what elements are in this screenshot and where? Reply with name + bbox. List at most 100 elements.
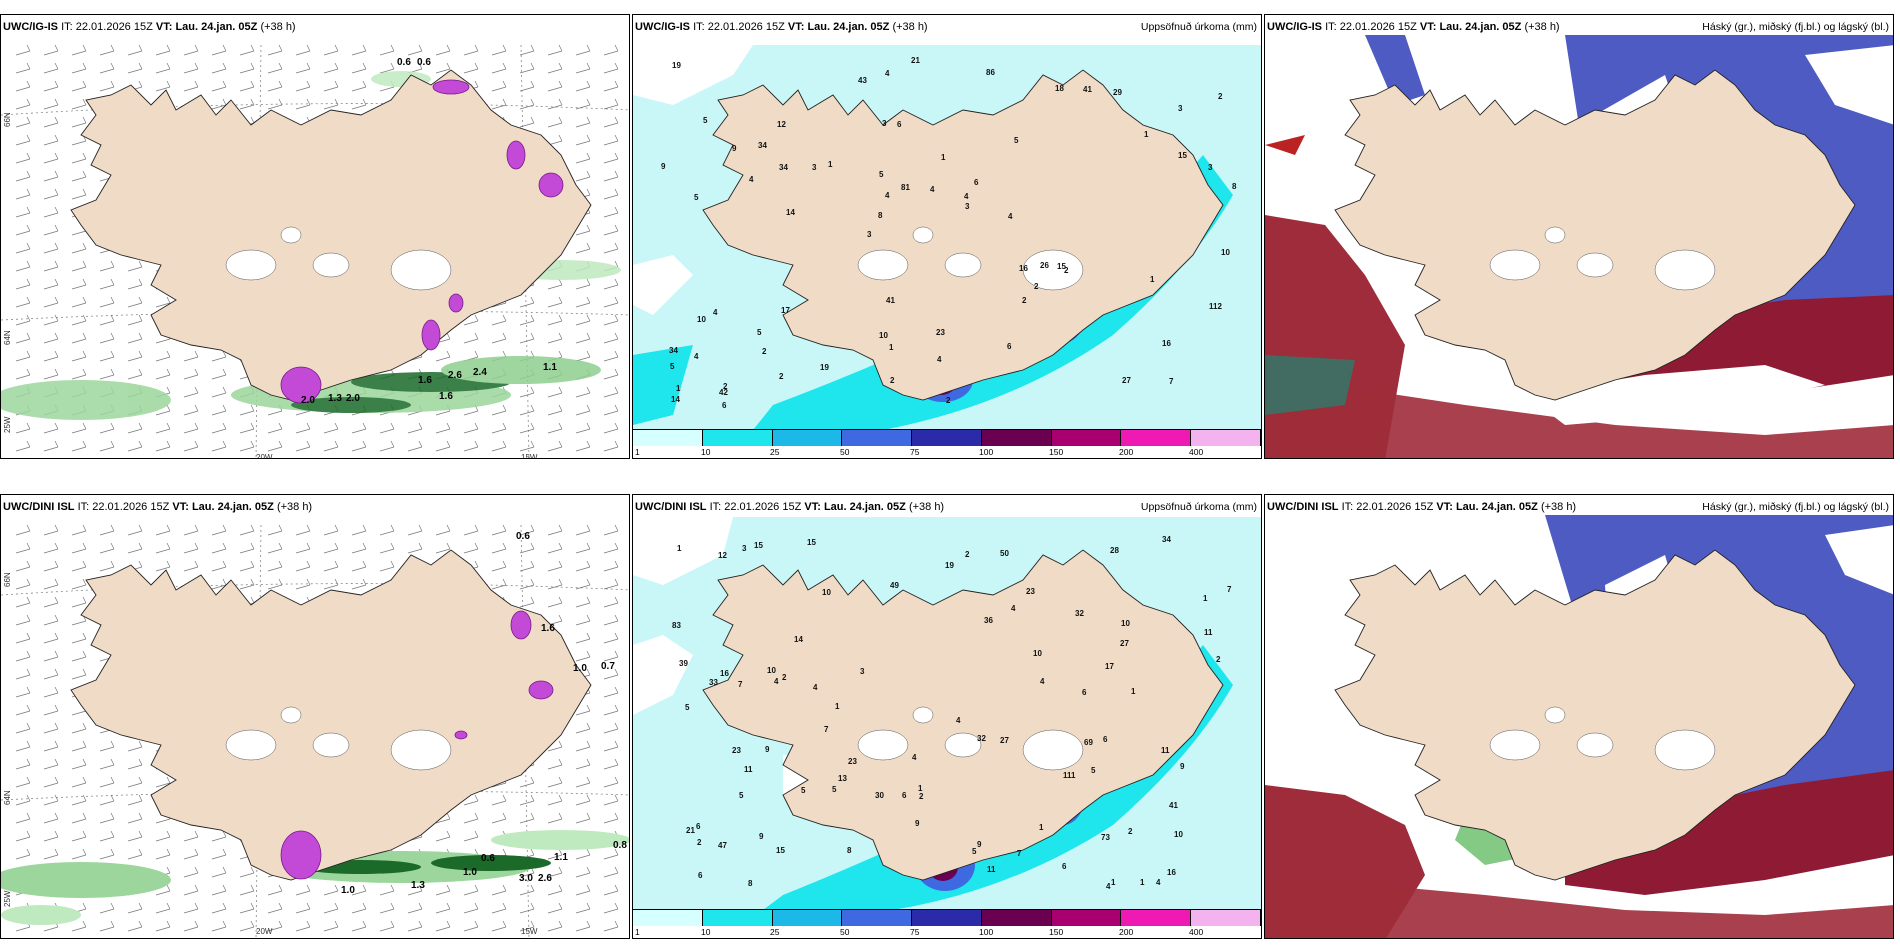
wind-barb bbox=[71, 578, 87, 590]
wind-barb bbox=[15, 794, 31, 806]
precip-value: 41 bbox=[1083, 85, 1092, 94]
legend-swatch bbox=[702, 910, 773, 926]
wind-barb bbox=[71, 368, 87, 380]
panel-title: UWC/DINI ISL IT: 22.01.2026 15Z VT: Lau.… bbox=[635, 501, 945, 513]
wind-barb bbox=[603, 902, 619, 914]
precip-value: 49 bbox=[890, 581, 899, 590]
wind-label: 2.6 bbox=[448, 370, 462, 381]
wind-barb bbox=[491, 578, 507, 590]
wind-barb bbox=[575, 758, 591, 770]
precip-value: 4 bbox=[956, 716, 961, 725]
wind-barb bbox=[43, 848, 59, 860]
precip-value: 16 bbox=[1019, 264, 1028, 273]
wind-barb bbox=[127, 524, 143, 536]
wind-barb bbox=[239, 422, 255, 434]
wind-barb bbox=[603, 578, 619, 590]
lat-label-64n: 64N bbox=[3, 790, 12, 805]
precip-value: 4 bbox=[713, 308, 718, 317]
wind-barb bbox=[15, 62, 31, 74]
panel-bottom-mid: UWC/DINI ISL IT: 22.01.2026 15Z VT: Lau.… bbox=[632, 494, 1262, 939]
wind-barb bbox=[519, 578, 535, 590]
wind-barb bbox=[547, 44, 563, 56]
wind-barb bbox=[547, 812, 563, 824]
precip-value: 1 bbox=[889, 343, 894, 352]
precip-legend bbox=[633, 429, 1261, 446]
wind-barb bbox=[463, 44, 479, 56]
wind-barb bbox=[323, 422, 339, 434]
wind-barb bbox=[295, 98, 311, 110]
iceland-outline bbox=[1334, 69, 1856, 401]
wind-barb bbox=[99, 62, 115, 74]
glacier bbox=[1544, 226, 1566, 244]
precip-value: 1 bbox=[828, 160, 833, 169]
wind-barb bbox=[15, 224, 31, 236]
wind-barb bbox=[267, 560, 283, 572]
wind-barb bbox=[155, 80, 171, 92]
wind-barb bbox=[99, 350, 115, 362]
wind-barb bbox=[295, 542, 311, 554]
lon-label-25w: 25W bbox=[3, 416, 12, 433]
wind-barb bbox=[547, 440, 563, 452]
wind-barb bbox=[267, 578, 283, 590]
glacier bbox=[1576, 732, 1614, 758]
wind-barb bbox=[547, 404, 563, 416]
wind-barb bbox=[267, 80, 283, 92]
wind-barb bbox=[239, 884, 255, 896]
wind-barb bbox=[547, 560, 563, 572]
wind-barb bbox=[603, 134, 619, 146]
wind-barb bbox=[43, 260, 59, 272]
precip-value: 2 bbox=[723, 382, 728, 391]
precip-value: 2 bbox=[1218, 92, 1223, 101]
wind-barb bbox=[183, 866, 199, 878]
iceland-land bbox=[1334, 549, 1856, 881]
glacier bbox=[912, 226, 934, 244]
wind-barb bbox=[603, 812, 619, 824]
precip-value: 29 bbox=[1113, 88, 1122, 97]
wind-barb bbox=[15, 116, 31, 128]
wind-barb bbox=[211, 578, 227, 590]
wind-barb bbox=[155, 350, 171, 362]
wind-barb bbox=[71, 920, 87, 932]
wind-barb bbox=[183, 884, 199, 896]
wind-barb bbox=[15, 278, 31, 290]
precip-value: 3 bbox=[812, 163, 817, 172]
precip-value: 13 bbox=[838, 774, 847, 783]
wind-barb bbox=[323, 62, 339, 74]
wind-barb bbox=[603, 62, 619, 74]
wind-barb bbox=[15, 542, 31, 554]
precip-value: 2 bbox=[762, 347, 767, 356]
wind-barb bbox=[603, 278, 619, 290]
wind-barb bbox=[351, 560, 367, 572]
wind-barb bbox=[603, 866, 619, 878]
wind-barb bbox=[15, 830, 31, 842]
wind-barb bbox=[43, 296, 59, 308]
glacier bbox=[390, 729, 452, 771]
precip-value: 7 bbox=[1169, 377, 1174, 386]
wind-barb bbox=[547, 314, 563, 326]
precip-value: 11 bbox=[1204, 628, 1213, 637]
wind-barb bbox=[211, 404, 227, 416]
wind-barb bbox=[603, 296, 619, 308]
precip-value: 5 bbox=[757, 328, 762, 337]
precip-value: 34 bbox=[758, 141, 767, 150]
precip-value: 3 bbox=[882, 119, 887, 128]
legend-tick: 200 bbox=[1119, 447, 1134, 457]
wind-barb bbox=[351, 578, 367, 590]
wind-barb bbox=[351, 98, 367, 110]
wind-barb bbox=[99, 920, 115, 932]
iceland-outline bbox=[702, 69, 1224, 401]
wind-barb bbox=[99, 794, 115, 806]
legend-swatch bbox=[702, 430, 773, 446]
wind-barb bbox=[435, 542, 451, 554]
precip-value: 1 bbox=[676, 384, 681, 393]
precip-value: 27 bbox=[1122, 376, 1131, 385]
wind-barb bbox=[491, 422, 507, 434]
lon-label-20w: 20W bbox=[256, 453, 273, 459]
wind-barb bbox=[71, 524, 87, 536]
precip-value: 2 bbox=[1064, 266, 1069, 275]
precip-value: 2 bbox=[1128, 827, 1133, 836]
precip-value: 43 bbox=[858, 76, 867, 85]
wind-barb bbox=[99, 44, 115, 56]
wind-barb bbox=[183, 62, 199, 74]
wind-barb bbox=[127, 848, 143, 860]
